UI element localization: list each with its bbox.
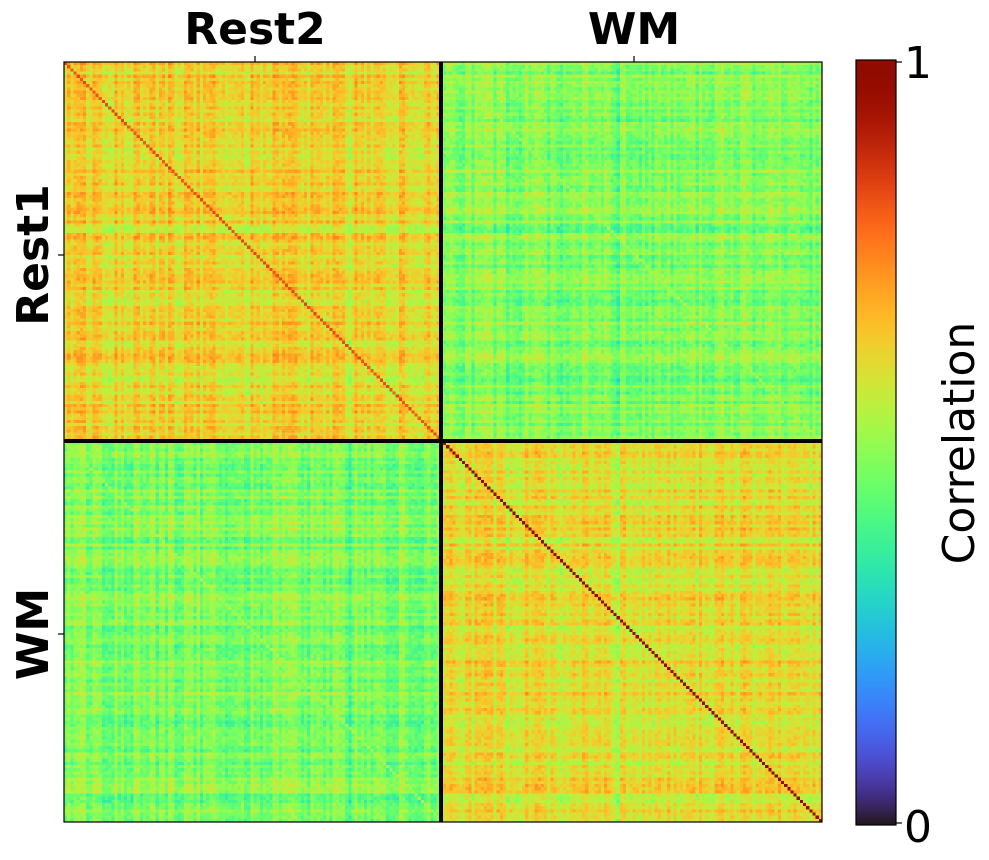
row-label-wm: WM <box>8 588 59 680</box>
colorbar-tick-max: 1 <box>904 38 932 89</box>
colorbar-label: Correlation <box>934 322 985 565</box>
column-label-rest2: Rest2 <box>184 4 326 55</box>
colorbar-tick-min: 0 <box>904 802 932 853</box>
column-label-wm: WM <box>588 4 680 55</box>
row-label-rest1: Rest1 <box>8 184 59 326</box>
colorbar-frame <box>855 59 897 826</box>
colorbar <box>856 60 896 825</box>
